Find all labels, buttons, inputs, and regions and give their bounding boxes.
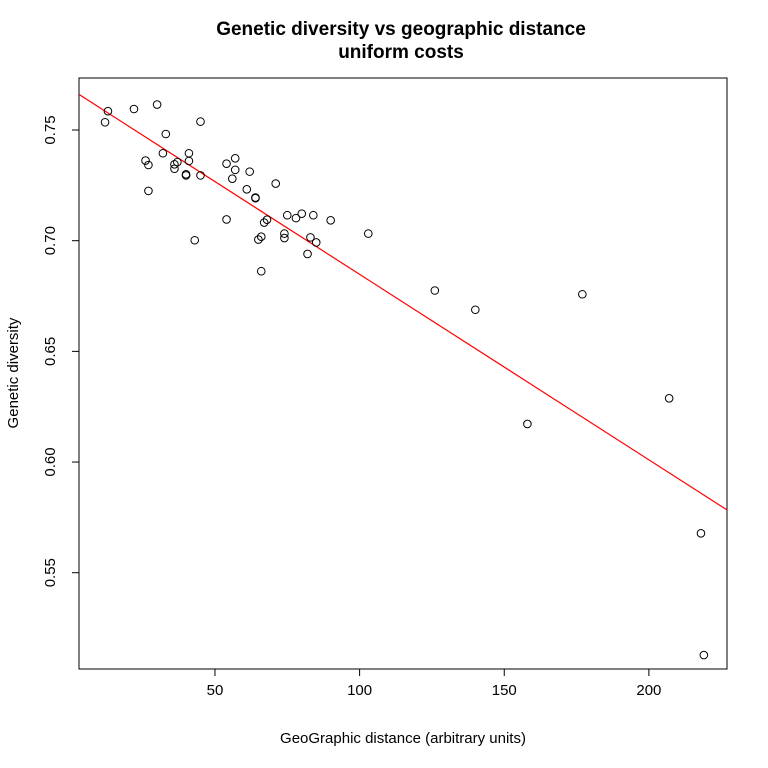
data-point xyxy=(280,233,289,243)
x-tick-label: 200 xyxy=(636,682,661,699)
x-axis-label: GeoGraphic distance (arbitrary units) xyxy=(280,730,526,747)
data-point xyxy=(144,186,153,196)
data-point xyxy=(282,210,292,220)
data-point xyxy=(222,159,231,168)
data-point xyxy=(100,117,110,127)
data-point xyxy=(161,129,171,139)
data-point xyxy=(254,235,263,244)
data-point xyxy=(196,171,205,180)
data-point xyxy=(306,233,315,242)
data-point xyxy=(251,193,260,203)
data-point xyxy=(696,529,706,538)
data-point xyxy=(262,215,272,224)
data-point xyxy=(181,171,191,180)
data-point xyxy=(196,117,205,126)
data-point xyxy=(471,305,480,315)
data-point xyxy=(228,174,237,184)
y-tick-label: 0.75 xyxy=(42,115,59,144)
data-point xyxy=(184,148,194,158)
y-tick-label: 0.70 xyxy=(42,226,59,255)
data-point xyxy=(158,148,168,158)
x-tick-label: 150 xyxy=(492,682,517,699)
data-point xyxy=(291,213,301,223)
data-point xyxy=(230,165,240,175)
data-point xyxy=(297,209,307,218)
plot-frame xyxy=(78,77,728,670)
data-point xyxy=(280,229,289,238)
data-point xyxy=(256,232,266,242)
y-tick-label: 0.65 xyxy=(42,337,59,366)
data-point xyxy=(103,106,113,116)
data-point xyxy=(144,160,153,170)
regression-line xyxy=(79,93,727,511)
data-point xyxy=(222,215,231,224)
data-point xyxy=(170,160,179,169)
data-point xyxy=(309,210,318,220)
data-point xyxy=(190,235,200,245)
data-point xyxy=(664,393,674,403)
y-tick-label: 0.60 xyxy=(42,447,59,476)
x-tick-label: 50 xyxy=(207,682,224,699)
data-point xyxy=(430,286,440,295)
x-tick-label: 100 xyxy=(347,682,372,699)
data-point xyxy=(129,104,139,114)
data-point xyxy=(173,157,182,167)
data-point xyxy=(152,100,162,109)
data-point xyxy=(184,156,194,166)
data-point xyxy=(523,419,532,429)
data-point xyxy=(141,156,150,165)
data-point xyxy=(245,167,254,176)
y-tick-label: 0.55 xyxy=(42,558,59,587)
data-point xyxy=(242,185,252,194)
y-axis-label: Genetic diversity xyxy=(5,317,22,428)
y-axis: 0.55 0.60 0.65 0.70 0.75 xyxy=(42,115,80,587)
data-point xyxy=(259,218,269,227)
data-point xyxy=(271,179,281,188)
data-point xyxy=(326,216,335,225)
data-point xyxy=(578,289,587,299)
data-point xyxy=(303,249,312,259)
chart-title: Genetic diversity vs geographic distance xyxy=(216,19,586,40)
fit-line-layer xyxy=(79,93,727,511)
data-point xyxy=(699,650,709,660)
x-axis: 50 100 150 200 xyxy=(207,668,661,699)
data-point xyxy=(363,229,373,238)
data-points xyxy=(100,100,709,660)
data-point xyxy=(256,266,266,276)
data-point xyxy=(230,154,240,163)
chart-subtitle: uniform costs xyxy=(338,42,464,63)
data-point xyxy=(311,238,321,247)
